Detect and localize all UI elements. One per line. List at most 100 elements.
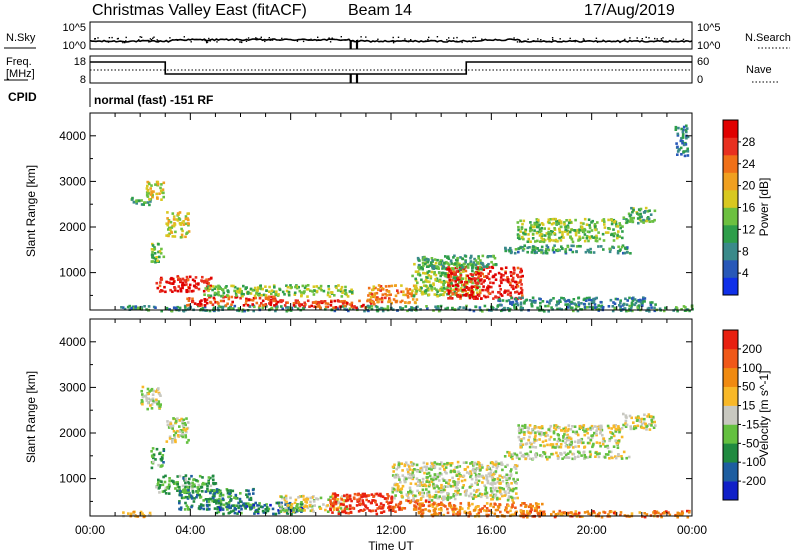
heatmap-cell — [614, 223, 618, 226]
heatmap-cell — [186, 231, 189, 234]
heatmap-cell — [242, 293, 245, 296]
heatmap-cell — [240, 507, 243, 511]
heatmap-cell — [676, 514, 679, 517]
heatmap-cell — [181, 281, 185, 285]
heatmap-cell — [245, 299, 248, 303]
heatmap-cell — [638, 216, 642, 219]
heatmap-cell — [588, 223, 591, 227]
heatmap-cell — [646, 210, 650, 213]
heatmap-cell — [541, 300, 545, 303]
heatmap-cell — [454, 276, 457, 280]
heatmap-cell — [577, 239, 580, 242]
heatmap-cell — [205, 278, 208, 281]
heatmap-cell — [540, 233, 543, 236]
heatmap-cell — [560, 245, 563, 248]
heatmap-cell — [431, 478, 435, 482]
noise-search-dot — [446, 39, 448, 41]
heatmap-cell — [397, 462, 401, 465]
heatmap-cell — [212, 296, 216, 300]
heatmap-cell — [463, 265, 466, 269]
colorbar-block — [723, 260, 738, 278]
heatmap-cell — [629, 218, 633, 221]
heatmap-cell — [562, 236, 565, 239]
heatmap-cell — [208, 286, 212, 290]
heatmap-cell — [452, 256, 455, 259]
heatmap-cell — [293, 501, 297, 505]
heatmap-cell — [183, 422, 187, 425]
heatmap-cell — [155, 192, 158, 196]
heatmap-cell — [488, 509, 491, 512]
heatmap-cell — [415, 477, 419, 480]
heatmap-cell — [150, 190, 153, 193]
heatmap-cell — [481, 288, 484, 292]
heatmap-cell — [416, 480, 420, 483]
heatmap-cell — [149, 389, 153, 392]
heatmap-cell — [414, 482, 418, 486]
heatmap-cell — [184, 474, 188, 477]
heatmap-cell — [346, 295, 350, 298]
heatmap-cell — [444, 272, 447, 275]
heatmap-cell — [178, 306, 182, 310]
heatmap-cell — [432, 283, 435, 287]
heatmap-cell — [289, 496, 292, 500]
heatmap-cell — [619, 299, 622, 302]
heatmap-cell — [182, 477, 185, 480]
heatmap-cell — [244, 502, 247, 505]
heatmap-cell — [685, 124, 688, 128]
heatmap-cell — [164, 474, 167, 478]
heatmap-cell — [211, 499, 214, 503]
heatmap-cell — [416, 499, 420, 502]
heatmap-cell — [473, 493, 476, 497]
heatmap-cell — [620, 427, 624, 430]
heatmap-cell — [503, 475, 506, 479]
noise-search-dot — [481, 38, 483, 40]
heatmap-cell — [178, 485, 181, 489]
heatmap-cell — [207, 498, 210, 501]
heatmap-cell — [408, 468, 412, 471]
heatmap-cell — [522, 515, 525, 519]
heatmap-cell — [516, 285, 520, 288]
heatmap-cell — [546, 458, 549, 461]
heatmap-cell — [527, 237, 531, 241]
colorbar-tick-label: 15 — [742, 399, 756, 413]
heatmap-cell — [408, 486, 412, 490]
heatmap-cell — [515, 299, 518, 302]
heatmap-cell — [681, 139, 684, 143]
heatmap-cell — [430, 270, 434, 274]
heatmap-cell — [292, 302, 296, 305]
heatmap-cell — [485, 265, 489, 268]
heatmap-cell — [541, 238, 545, 241]
heatmap-cell — [322, 503, 325, 506]
heatmap-cell — [156, 483, 160, 486]
heatmap-cell — [541, 426, 544, 430]
heatmap-cell — [516, 266, 520, 270]
heatmap-cell — [177, 217, 181, 220]
heatmap-cell — [363, 492, 366, 496]
heatmap-cell — [564, 230, 567, 233]
heatmap-cell — [478, 306, 482, 309]
heatmap-cell — [233, 511, 237, 515]
heatmap-cell — [560, 235, 564, 239]
heatmap-cell — [578, 424, 582, 428]
heatmap-cell — [144, 201, 147, 204]
heatmap-cell — [204, 309, 207, 312]
heatmap-cell — [588, 235, 591, 239]
heatmap-cell — [529, 240, 532, 243]
heatmap-cell — [612, 228, 615, 231]
heatmap-cell — [441, 495, 445, 499]
heatmap-cell — [246, 291, 250, 294]
heatmap-cell — [424, 272, 427, 275]
heatmap-cell — [640, 215, 643, 219]
heatmap-cell — [191, 491, 195, 494]
heatmap-cell — [157, 400, 161, 403]
heatmap-cell — [425, 488, 428, 491]
heatmap-cell — [680, 513, 684, 516]
heatmap-cell — [498, 291, 501, 294]
heatmap-cell — [588, 296, 591, 300]
heatmap-cell — [412, 499, 415, 502]
heatmap-cell — [192, 478, 195, 482]
heatmap-cell — [596, 426, 599, 430]
heatmap-cell — [369, 295, 373, 299]
heatmap-cell — [437, 496, 441, 500]
